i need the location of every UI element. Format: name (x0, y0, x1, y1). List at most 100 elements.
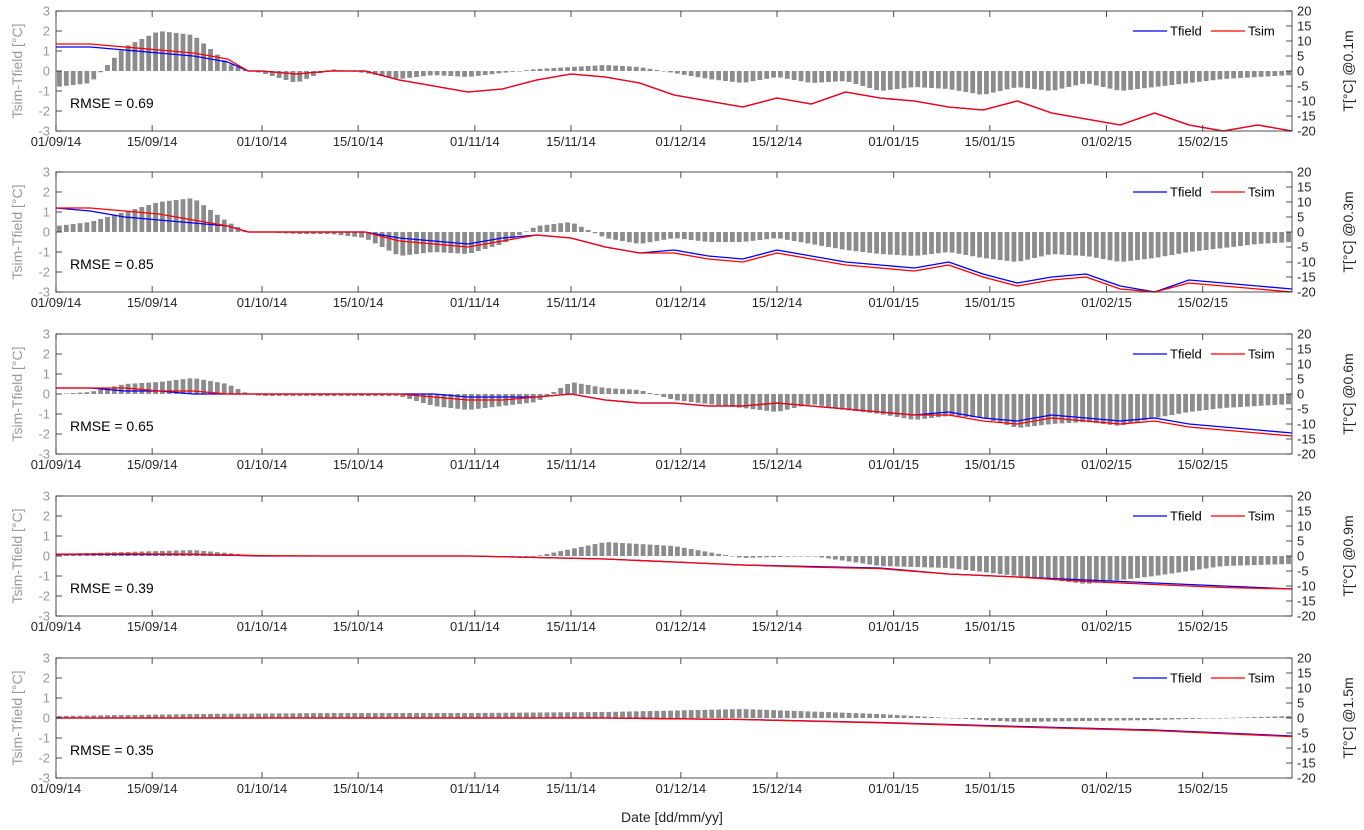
difference-bar (1107, 394, 1113, 425)
x-tick-label: 15/12/14 (752, 295, 803, 310)
difference-bar (716, 553, 722, 556)
difference-bar (935, 71, 941, 89)
difference-bar (695, 709, 701, 718)
difference-bar (242, 69, 248, 71)
x-tick-label: 15/09/14 (127, 134, 178, 149)
difference-bar (908, 556, 914, 567)
difference-bar (187, 378, 193, 394)
right-tick-label: -5 (1297, 240, 1309, 255)
difference-bar (249, 713, 255, 718)
difference-bar (427, 394, 433, 405)
left-axis-label: Tsim-Tfield [°C] (9, 184, 25, 279)
difference-bar (338, 713, 344, 718)
x-tick-label: 15/02/15 (1177, 295, 1228, 310)
right-tick-label: 15 (1297, 19, 1311, 34)
difference-bar (915, 394, 921, 420)
difference-bar (736, 394, 742, 408)
x-tick-label: 01/10/14 (237, 781, 288, 796)
difference-bar (812, 232, 818, 245)
x-tick-label: 01/11/14 (450, 457, 500, 472)
difference-bar (681, 547, 687, 556)
difference-bar (606, 65, 612, 71)
difference-bar (1162, 71, 1168, 86)
difference-bar (311, 713, 316, 719)
difference-bar (1155, 556, 1161, 576)
difference-bar (1231, 394, 1237, 408)
difference-bar (860, 394, 866, 412)
difference-bar (366, 394, 371, 396)
left-tick-label: -3 (38, 124, 50, 139)
difference-bar (778, 710, 783, 719)
difference-bar (331, 713, 337, 718)
difference-bar (1114, 718, 1120, 721)
x-tick-label: 15/12/14 (752, 457, 803, 472)
difference-bar (1093, 232, 1099, 258)
difference-bar (530, 69, 536, 71)
difference-bar (379, 71, 385, 76)
difference-bar (654, 545, 660, 556)
difference-bar (681, 232, 687, 240)
difference-bar (620, 389, 625, 394)
difference-bar (565, 222, 570, 232)
difference-bar (1196, 232, 1202, 251)
difference-bar (743, 232, 749, 242)
difference-bar (1073, 71, 1079, 86)
difference-bar (819, 232, 825, 246)
difference-bar (1038, 71, 1044, 90)
difference-bar (1183, 394, 1188, 413)
difference-bar (139, 207, 145, 232)
difference-bar (297, 394, 303, 396)
left-tick-label: 3 (43, 651, 50, 666)
left-tick-label: 3 (43, 4, 50, 19)
difference-bar (757, 556, 763, 558)
difference-bar (915, 556, 921, 568)
right-tick-label: 5 (1297, 210, 1304, 225)
difference-bar (1190, 71, 1195, 83)
difference-bar (263, 71, 268, 74)
difference-bar (338, 232, 344, 236)
difference-bar (791, 710, 797, 719)
difference-bar (839, 556, 845, 561)
difference-bar (503, 71, 509, 73)
difference-bar (530, 712, 536, 718)
difference-bar (599, 387, 605, 394)
x-tick-label: 01/12/14 (656, 781, 707, 796)
left-tick-label: -2 (38, 751, 50, 766)
difference-bar (729, 556, 735, 557)
difference-bar (510, 71, 516, 72)
difference-bar (942, 232, 948, 253)
x-tick-label: 15/10/14 (333, 781, 384, 796)
difference-bar (98, 715, 104, 718)
difference-bar (757, 232, 763, 240)
difference-bar (551, 224, 557, 232)
difference-bar (77, 223, 83, 232)
difference-bar (1286, 556, 1291, 565)
difference-bar (585, 66, 591, 71)
difference-bar (654, 70, 660, 71)
difference-bar (359, 232, 364, 238)
right-tick-label: 15 (1297, 342, 1311, 357)
difference-bar (84, 71, 90, 84)
x-tick-label: 01/02/15 (1081, 295, 1132, 310)
difference-bar (647, 393, 653, 394)
difference-bar (1224, 71, 1230, 79)
difference-bar (166, 380, 172, 394)
difference-bar (791, 232, 797, 241)
difference-bar (462, 71, 467, 77)
difference-bar (57, 225, 62, 232)
difference-bar (482, 71, 488, 75)
difference-bar (812, 71, 818, 83)
difference-bar (160, 381, 165, 394)
x-tick-label: 15/11/14 (546, 457, 596, 472)
legend-background (1131, 183, 1281, 201)
difference-bar (517, 556, 522, 557)
difference-bar (613, 388, 619, 394)
difference-bar (84, 715, 90, 718)
right-tick-label: 20 (1297, 489, 1311, 504)
difference-bar (290, 232, 296, 234)
tfield-line (56, 717, 1293, 737)
difference-bar (963, 556, 969, 570)
right-tick-label: 0 (1297, 387, 1304, 402)
difference-bar (935, 717, 941, 718)
